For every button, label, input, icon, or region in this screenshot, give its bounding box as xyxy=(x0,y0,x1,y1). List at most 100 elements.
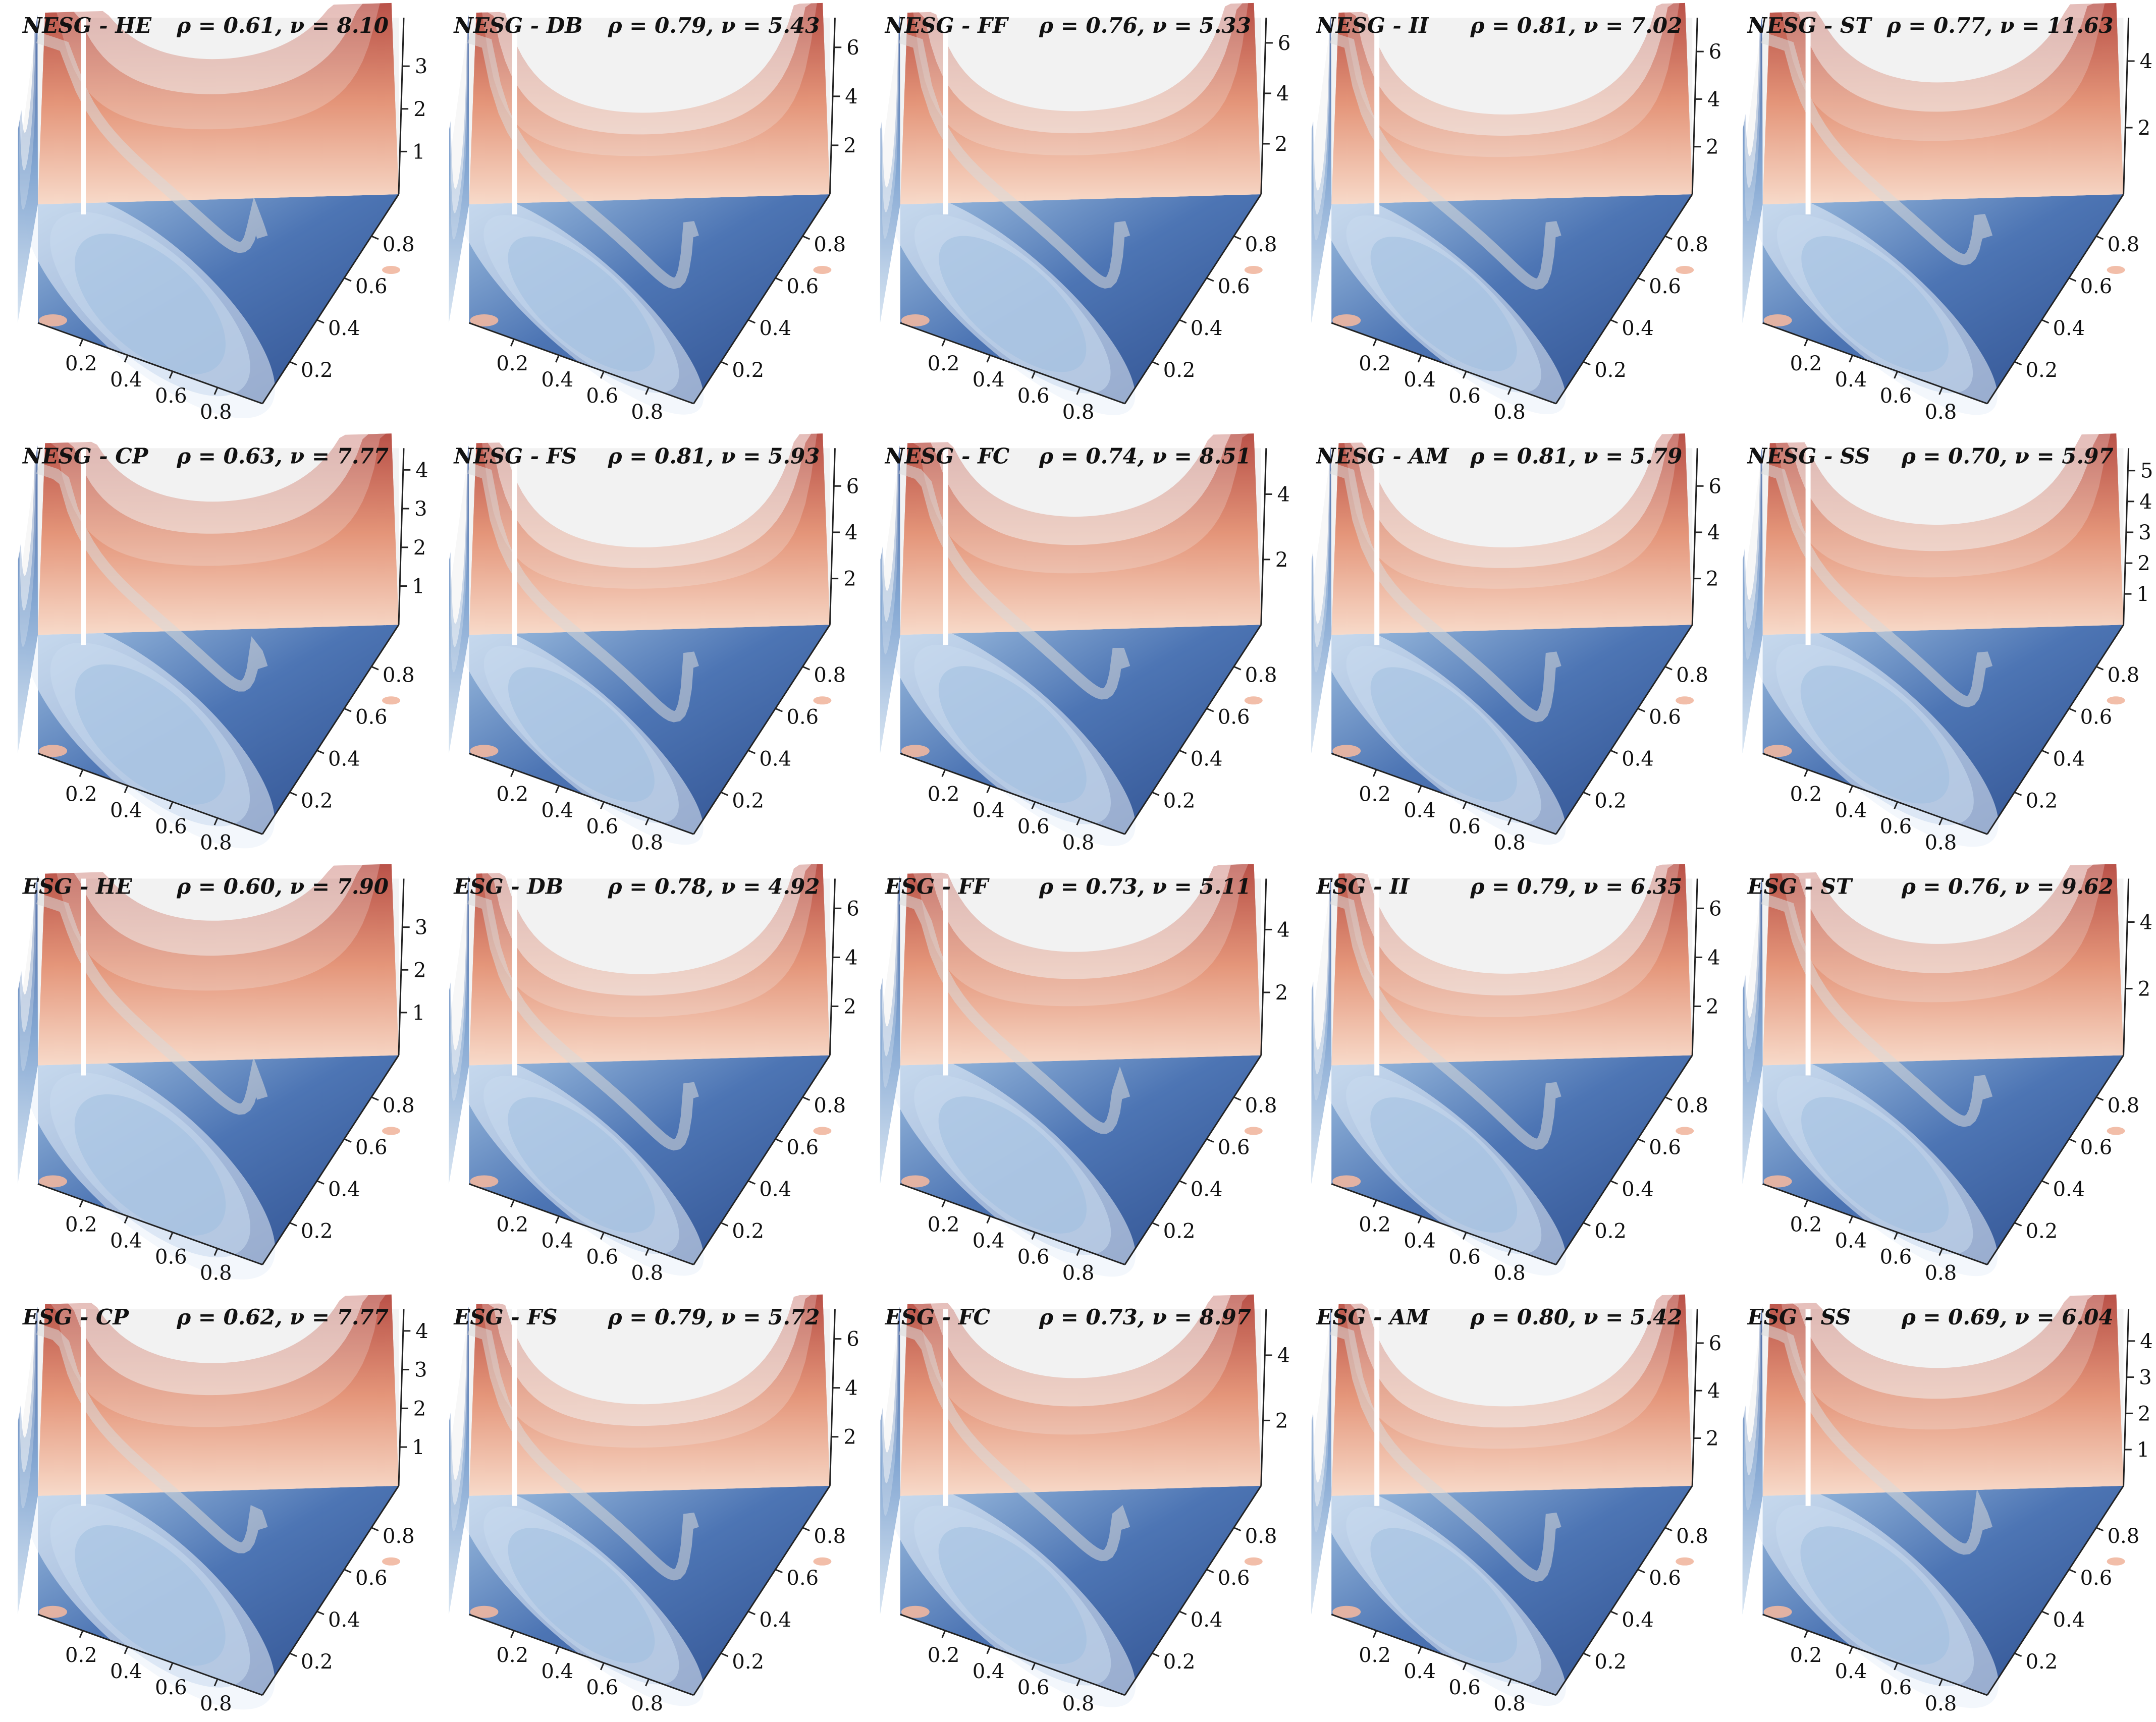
x-tick-mark xyxy=(1894,371,1898,379)
z-axis-line xyxy=(398,448,405,625)
x-axis-line xyxy=(900,752,1125,835)
floor-contour xyxy=(74,1094,226,1236)
y-tick-label: 0.6 xyxy=(1218,705,1250,729)
chart-panel: 0.2 0.4 0.6 0.8 0.2 0.4 0.6 0.8 1 2 3 4 5 NESG - SS ρ … xyxy=(1742,433,2153,854)
panel-stat-label: ρ = 0.62, ν = 7.77 xyxy=(176,1305,389,1329)
y-tick-mark xyxy=(2069,1569,2077,1574)
diagonal-surface-ridge xyxy=(467,463,699,723)
x-tick-mark xyxy=(1076,817,1081,825)
x-tick-label: 0.8 xyxy=(1493,1262,1526,1285)
panel-stat-label: ρ = 0.74, ν = 8.51 xyxy=(1039,443,1251,468)
floor-contour xyxy=(1800,665,1950,804)
floor-hotspot xyxy=(1763,1605,1792,1618)
diagonal-surface-ridge xyxy=(36,463,268,692)
y-axis-line xyxy=(1124,1054,1262,1265)
y-tick-label: 0.8 xyxy=(2108,233,2140,256)
x-tick-mark xyxy=(510,1630,515,1638)
y-tick-mark xyxy=(2014,1222,2022,1227)
y-tick-label: 0.8 xyxy=(383,1525,415,1548)
x-axis-line xyxy=(1762,322,1988,405)
x-tick-mark xyxy=(645,1679,650,1687)
floor-hotspot xyxy=(1763,745,1792,757)
y-tick-mark xyxy=(1233,1096,1242,1101)
y-tick-mark xyxy=(775,1569,783,1574)
z-tick-label: 3 xyxy=(2138,521,2151,544)
y-tick-mark xyxy=(316,319,325,324)
y-tick-mark xyxy=(1179,1610,1187,1616)
x-tick-mark xyxy=(1076,1679,1081,1687)
z-axis-line xyxy=(398,878,405,1056)
z-tick-label: 1 xyxy=(412,1436,424,1459)
x-tick-label: 0.6 xyxy=(586,1676,618,1699)
y-tick-label: 0.2 xyxy=(2026,789,2058,812)
z-axis-line xyxy=(1260,878,1267,1056)
y-tick-label: 0.4 xyxy=(1191,1608,1223,1632)
z-tick-label: 2 xyxy=(413,536,426,560)
y-tick-mark xyxy=(344,1138,352,1143)
y-tick-mark xyxy=(747,1180,756,1185)
floor-hotspot xyxy=(470,1605,499,1618)
y-tick-label: 0.6 xyxy=(1218,1567,1250,1590)
floor-contour xyxy=(1370,1097,1518,1233)
z-axis-line xyxy=(2123,17,2130,195)
chart-panel: 0.2 0.4 0.6 0.8 0.2 0.4 0.6 0.8 2 4 6 ESG - AM ρ = 0… xyxy=(1311,1294,1721,1715)
z-tick-label: 6 xyxy=(846,36,859,60)
floor-hotspot xyxy=(813,696,832,705)
panel-title: ESG - ST xyxy=(1747,874,1853,899)
y-tick-mark xyxy=(371,1096,379,1101)
floor-contour xyxy=(508,236,655,372)
z-tick-label: 6 xyxy=(846,475,859,498)
y-tick-label: 0.4 xyxy=(328,1608,360,1632)
z-tick-label: 3 xyxy=(415,916,427,939)
y-tick-mark xyxy=(344,707,352,712)
left-wall-blue-sheet xyxy=(449,446,469,754)
x-tick-mark xyxy=(169,1232,174,1240)
x-tick-label: 0.6 xyxy=(586,815,618,838)
chart-panel: 0.2 0.4 0.6 0.8 0.2 0.4 0.6 0.8 2 4 ESG - FF ρ = 0.… xyxy=(880,864,1290,1285)
x-tick-mark xyxy=(124,1646,129,1654)
left-wall-blue-sheet xyxy=(880,15,900,323)
x-tick-label: 0.4 xyxy=(1835,799,1867,822)
y-axis-line xyxy=(693,624,831,835)
panel-title: NESG - DB xyxy=(453,13,582,38)
y-tick-label: 0.6 xyxy=(1218,275,1250,298)
floor-contour xyxy=(75,1525,226,1666)
x-tick-label: 0.4 xyxy=(1835,368,1867,392)
z-tick-label: 1 xyxy=(412,1002,425,1025)
x-tick-mark xyxy=(1462,801,1467,809)
right-wall-red-sheet xyxy=(1762,1294,2124,1496)
floor-hotspot xyxy=(1763,314,1792,326)
z-tick-label: 2 xyxy=(413,1397,426,1420)
y-tick-mark xyxy=(289,1222,297,1227)
z-tick-label: 1 xyxy=(412,140,425,163)
x-tick-label: 0.2 xyxy=(496,1213,528,1237)
panel-stat-label: ρ = 0.69, ν = 6.04 xyxy=(1901,1305,2114,1329)
y-tick-label: 0.8 xyxy=(1245,663,1277,687)
y-tick-mark xyxy=(2014,1652,2022,1657)
x-tick-label: 0.4 xyxy=(1835,1230,1867,1253)
panel-title: NESG - FC xyxy=(884,443,1010,468)
x-tick-label: 0.6 xyxy=(155,384,187,408)
x-tick-mark xyxy=(1849,785,1853,793)
x-tick-label: 0.6 xyxy=(1880,1246,1912,1269)
x-tick-mark xyxy=(986,1646,991,1654)
z-axis-line xyxy=(1691,878,1698,1056)
x-tick-label: 0.2 xyxy=(65,352,97,375)
x-tick-mark xyxy=(213,1248,219,1256)
x-tick-mark xyxy=(79,1630,84,1638)
diagonal-surface-ridge xyxy=(1761,893,1993,1127)
x-tick-label: 0.2 xyxy=(1359,1213,1391,1237)
z-axis-line xyxy=(2123,1309,2130,1486)
x-tick-label: 0.4 xyxy=(973,368,1005,392)
x-axis-line xyxy=(1762,752,1988,835)
left-wall-blue-sheet xyxy=(880,446,900,754)
right-wall-red-sheet xyxy=(1331,3,1693,205)
z-tick-label: 4 xyxy=(845,1377,857,1400)
y-tick-label: 0.8 xyxy=(383,663,415,687)
x-tick-mark xyxy=(1507,817,1512,825)
y-tick-mark xyxy=(1583,361,1591,366)
y-tick-label: 0.8 xyxy=(814,233,846,256)
x-axis-line xyxy=(37,1614,263,1696)
x-tick-mark xyxy=(555,1215,560,1224)
y-tick-mark xyxy=(775,1138,783,1143)
